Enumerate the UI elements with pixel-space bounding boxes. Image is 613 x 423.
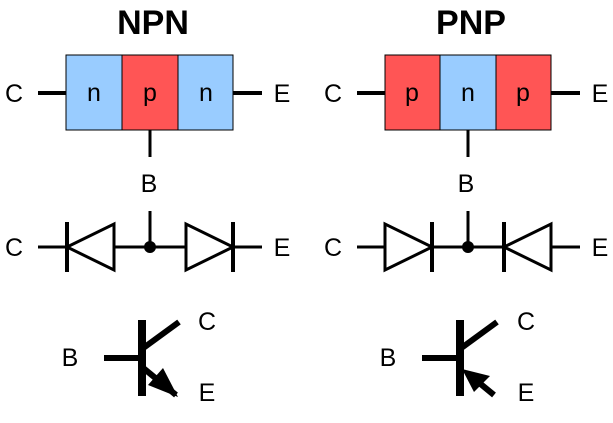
npn-layer-n2 [177,54,234,131]
pnp-symbol-collector-line [458,319,499,352]
pnp-layer-label-1: p [405,79,419,107]
npn-layer-p [121,54,179,131]
npn-layer-label-2: p [143,79,157,107]
pnp-layer-block: p n p C E B [324,54,609,198]
pnp-base-label: B [458,170,475,198]
npn-symbol-collector-line [140,319,181,352]
pnp-emitter-label: E [592,80,609,108]
npn-symbol-collector-label: C [198,308,216,336]
npn-panel: NPN n p n C E B C E [5,4,290,407]
npn-diode-right-triangle [184,221,237,273]
npn-emitter-label: E [274,80,291,108]
npn-title: NPN [117,4,189,42]
pnp-layer-label-3: p [516,79,530,107]
pnp-diode-collector-label: C [324,234,342,262]
npn-layer-label-1: n [87,79,101,107]
pnp-junction-dot [462,241,474,253]
pnp-transistor-symbol: B C E [380,308,535,407]
pnp-panel: PNP p n p C E B C E [324,4,608,407]
pnp-diode-model: C E [324,211,609,273]
npn-symbol-base-label: B [62,344,79,372]
pnp-layer-label-2: n [461,79,475,107]
npn-diode-emitter-label: E [274,234,291,262]
pnp-symbol-base-label: B [380,344,397,372]
npn-diode-collector-label: C [5,234,23,262]
pnp-title: PNP [436,4,506,42]
pnp-symbol-emitter-label: E [518,379,535,407]
npn-symbol-emitter-arrow [148,368,178,397]
pnp-diode-right-triangle [500,221,553,273]
pnp-collector-label: C [324,80,342,108]
npn-collector-label: C [5,80,23,108]
npn-base-label: B [141,170,158,198]
pnp-diode-left-triangle [383,221,436,273]
npn-symbol-emitter-label: E [199,379,216,407]
npn-layer-label-3: n [199,79,213,107]
npn-layer-n1 [65,54,123,131]
npn-diode-left-triangle [63,221,116,273]
pnp-layer-p2 [495,54,552,131]
pnp-symbol-collector-label: C [517,308,535,336]
pnp-layer-p1 [384,54,441,131]
pnp-diode-emitter-label: E [592,234,609,262]
pnp-symbol-emitter-arrow [462,369,490,392]
npn-diode-model: C E [5,211,291,273]
npn-junction-dot [144,241,156,253]
npn-layer-block: n p n C E B [5,54,291,198]
npn-transistor-symbol: B C E [62,308,216,407]
